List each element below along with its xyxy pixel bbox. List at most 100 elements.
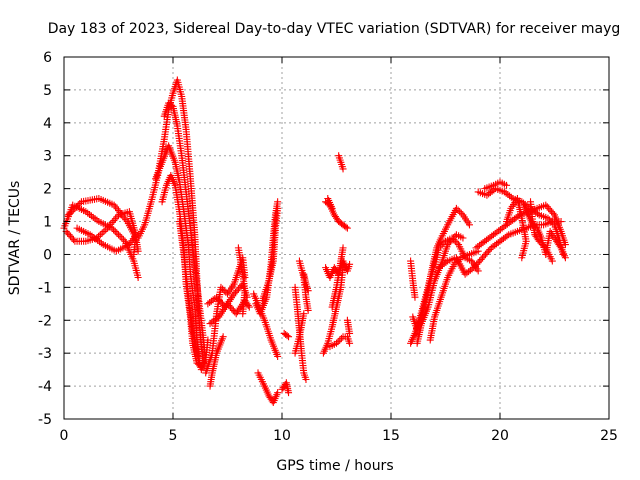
data-point: [110, 217, 118, 225]
data-point: [110, 226, 118, 234]
data-point: [300, 310, 308, 318]
data-point: [549, 219, 557, 227]
data-point: [204, 336, 212, 344]
y-axis-label: SDTVAR / TECUs: [7, 181, 23, 296]
grid-lines: [64, 57, 609, 419]
data-point: [556, 242, 564, 250]
data-point: [549, 209, 557, 217]
data-point: [67, 232, 75, 240]
y-tick-label: -5: [38, 412, 52, 428]
data-point: [453, 239, 461, 247]
data-point: [274, 204, 282, 212]
data-point: [76, 199, 84, 207]
y-tick-label: -3: [38, 346, 52, 362]
data-point: [71, 204, 79, 212]
data-point: [507, 193, 515, 201]
data-point: [465, 221, 473, 229]
data-point: [546, 206, 554, 214]
data-point: [233, 287, 241, 295]
data-point: [339, 244, 347, 252]
data-point: [454, 206, 462, 214]
data-point: [116, 232, 124, 240]
data-point: [283, 332, 291, 340]
data-point: [74, 201, 82, 209]
data-point: [337, 334, 345, 342]
data-point: [304, 287, 312, 295]
data-point: [69, 206, 77, 214]
data-point: [64, 229, 72, 237]
y-tick-label: -1: [38, 280, 52, 296]
x-tick-label: 10: [273, 428, 291, 444]
data-point: [339, 165, 347, 173]
data-point: [447, 237, 455, 245]
data-point: [544, 214, 552, 222]
data-point: [456, 208, 464, 216]
data-point: [346, 329, 354, 337]
data-point: [561, 254, 569, 262]
plot-frame: [63, 56, 610, 420]
data-point: [302, 376, 310, 384]
data-point: [225, 301, 233, 309]
data-point: [113, 229, 121, 237]
data-point: [244, 301, 252, 309]
data-point: [480, 252, 488, 260]
data-point: [73, 203, 81, 211]
data-point: [543, 203, 551, 211]
x-tick-label: 5: [169, 428, 178, 444]
y-tick-label: -2: [38, 313, 52, 329]
data-point: [134, 273, 142, 281]
data-point: [503, 232, 511, 240]
data-point: [442, 258, 450, 266]
data-point: [64, 211, 72, 219]
data-point: [236, 283, 244, 291]
data-point: [411, 293, 419, 301]
y-tick-label: 3: [43, 149, 52, 165]
y-tick-label: 0: [43, 247, 52, 263]
axis-ticks: 0 5 10 15 20 25 -5 -4 -3 -2 -1 0 1 2 3 4 5 6: [38, 50, 618, 444]
data-point: [546, 216, 554, 224]
x-tick-label: 15: [382, 428, 400, 444]
chart-title: Day 183 of 2023, Sidereal Day-to-day VTE…: [48, 21, 621, 37]
data-point: [68, 234, 76, 242]
data-point: [230, 290, 238, 298]
data-point: [68, 208, 76, 216]
data-point: [474, 267, 482, 275]
data-point: [226, 303, 234, 311]
data-point: [473, 260, 481, 268]
data-point: [224, 300, 231, 308]
y-tick-label: 4: [43, 116, 52, 132]
data-point: [69, 236, 77, 244]
data-point: [217, 283, 225, 291]
data-point: [437, 242, 445, 250]
data-point: [111, 215, 119, 223]
data-point: [548, 208, 556, 216]
data-point: [343, 224, 351, 232]
x-axis-label: GPS time / hours: [276, 458, 393, 474]
y-tick-label: -4: [38, 379, 52, 395]
data-point: [486, 246, 494, 254]
data-point: [66, 209, 74, 217]
data-point: [214, 295, 222, 303]
data-point: [274, 352, 282, 360]
data-point: [474, 259, 482, 267]
data-point: [503, 181, 511, 189]
data-point: [518, 254, 526, 262]
y-tick-label: 6: [43, 50, 52, 66]
data-point: [217, 298, 225, 306]
data-point: [542, 201, 550, 209]
data-point: [274, 389, 282, 397]
data-point: [545, 204, 553, 212]
data-point: [213, 293, 221, 301]
data-point: [213, 314, 221, 322]
data-point: [100, 227, 108, 235]
data-point: [471, 262, 479, 270]
data-point: [231, 288, 239, 296]
y-tick-label: 1: [43, 215, 52, 231]
data-point: [333, 339, 340, 347]
data-point: [239, 310, 247, 318]
data-point: [119, 236, 127, 244]
data-point: [468, 265, 476, 273]
x-tick-label: 0: [60, 428, 69, 444]
data-point: [285, 389, 293, 397]
